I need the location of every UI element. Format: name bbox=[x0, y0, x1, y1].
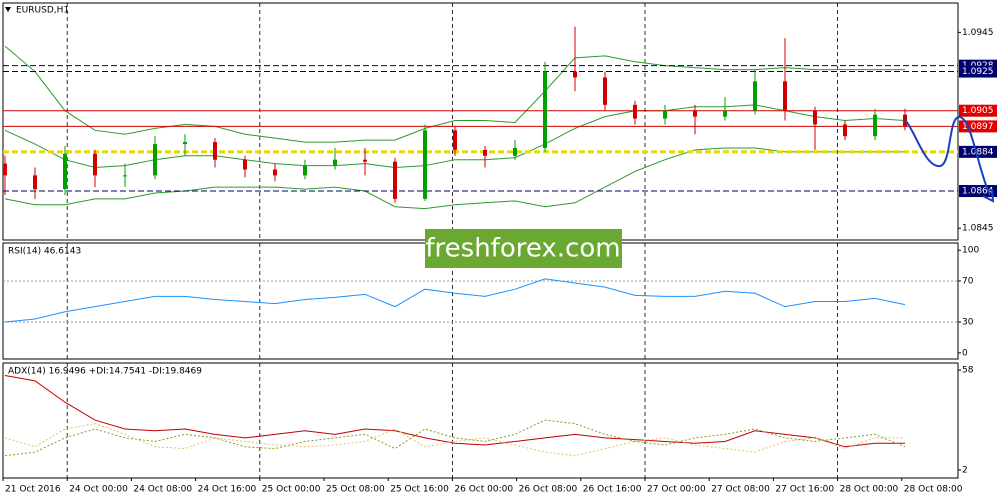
menu-arrow bbox=[5, 7, 11, 12]
level-label: 1.0884 bbox=[962, 147, 994, 157]
indicator-line bbox=[4, 423, 905, 457]
x-tick-label: 28 Oct 00:00 bbox=[840, 485, 899, 495]
watermark-text: freshforex.com bbox=[425, 234, 620, 264]
candle-body bbox=[3, 163, 7, 176]
candle-body bbox=[633, 104, 637, 119]
x-tick-label: 28 Oct 08:00 bbox=[904, 485, 963, 495]
level-label-box bbox=[959, 65, 997, 78]
candle-body bbox=[93, 153, 97, 176]
level-label: 1.0897 bbox=[962, 122, 994, 132]
candle-body bbox=[303, 165, 307, 176]
candle-body bbox=[273, 169, 277, 176]
x-tick-label: 27 Oct 00:00 bbox=[647, 485, 706, 495]
level-label-box bbox=[959, 145, 997, 158]
candle-body bbox=[213, 142, 217, 160]
x-tick-label: 26 Oct 08:00 bbox=[519, 485, 578, 495]
adx-panel bbox=[2, 362, 959, 479]
y-tick-label: 1.0845 bbox=[962, 224, 994, 234]
x-tick-label: 25 Oct 00:00 bbox=[262, 485, 321, 495]
candle-body bbox=[393, 161, 397, 199]
candle-body bbox=[153, 144, 157, 176]
rsi-title: RSI(14) 46.6143 bbox=[8, 247, 81, 257]
candle-body bbox=[63, 153, 67, 190]
candle-body bbox=[33, 175, 37, 190]
candle-body bbox=[843, 124, 847, 137]
watermark: freshforex.com bbox=[425, 229, 622, 268]
candle-body bbox=[363, 159, 367, 162]
candle-body bbox=[513, 147, 517, 156]
band-lower bbox=[4, 147, 905, 210]
level-label-box bbox=[959, 104, 997, 117]
candle-body bbox=[243, 159, 247, 170]
y-tick-label: 1.0945 bbox=[962, 28, 994, 38]
watermark-box bbox=[425, 229, 622, 268]
x-tick-label: 26 Oct 16:00 bbox=[583, 485, 642, 495]
candle-body bbox=[753, 81, 757, 111]
candle-body bbox=[813, 110, 817, 125]
level-label: 1.0925 bbox=[962, 67, 994, 77]
candle-body bbox=[543, 71, 547, 148]
x-tick-label: 26 Oct 00:00 bbox=[454, 485, 513, 495]
candle-body bbox=[123, 175, 127, 177]
candle-body bbox=[183, 142, 187, 145]
y-tick-label: 2 bbox=[962, 465, 968, 475]
chart-title: EURUSD,H1 bbox=[16, 6, 69, 16]
x-tick-label: 25 Oct 08:00 bbox=[326, 485, 385, 495]
level-label: 1.0905 bbox=[962, 106, 994, 116]
y-tick-label: 70 bbox=[962, 276, 974, 286]
x-tick-label: 24 Oct 16:00 bbox=[198, 485, 257, 495]
level-label: 1.0864 bbox=[962, 187, 994, 197]
x-tick-label: 25 Oct 16:00 bbox=[390, 485, 449, 495]
candle-body bbox=[663, 110, 667, 119]
indicator-line bbox=[4, 374, 905, 448]
x-tick-label: 21 Oct 2016 bbox=[5, 485, 61, 495]
x-tick-label: 27 Oct 08:00 bbox=[711, 485, 770, 495]
x-tick-label: 24 Oct 00:00 bbox=[69, 485, 128, 495]
candle-body bbox=[603, 77, 607, 105]
x-tick-label: 27 Oct 16:00 bbox=[775, 485, 834, 495]
adx-title: ADX(14) 16.9496 +DI:14.7541 -DI:19.8469 bbox=[8, 367, 202, 377]
y-tick-label: 100 bbox=[962, 246, 979, 256]
indicator-line bbox=[4, 419, 906, 457]
y-tick-label: 58 bbox=[962, 366, 974, 376]
y-tick-label: 30 bbox=[962, 318, 974, 328]
candle-body bbox=[333, 159, 337, 166]
indicator-line bbox=[4, 278, 906, 323]
candle-body bbox=[873, 114, 877, 137]
candle-body bbox=[573, 71, 577, 78]
x-tick-label: 24 Oct 08:00 bbox=[133, 485, 192, 495]
candle-body bbox=[783, 81, 787, 111]
forecast-arrowhead bbox=[982, 188, 995, 203]
candle-body bbox=[693, 110, 697, 117]
candle-body bbox=[453, 130, 457, 150]
candle-body bbox=[483, 149, 487, 156]
forecast-curve bbox=[904, 116, 991, 196]
candle-body bbox=[423, 130, 427, 199]
y-tick-label: 0 bbox=[962, 348, 968, 358]
candle-body bbox=[723, 110, 727, 117]
